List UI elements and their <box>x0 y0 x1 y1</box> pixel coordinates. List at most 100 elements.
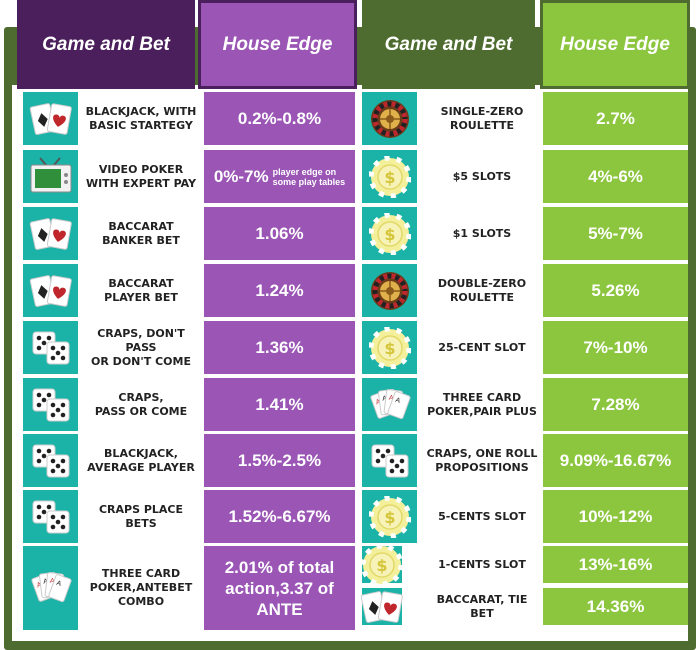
roulette-wheel-icon <box>369 98 411 140</box>
game-icon-box <box>23 378 78 431</box>
house-edge-text: 9.09%-16.67% <box>559 451 672 470</box>
table-row: CRAPS, DON'T PASS OR DON'T COME 1.36% <box>23 321 355 374</box>
game-icon-box <box>23 150 78 203</box>
house-edge-text: 1.52%-6.67% <box>228 507 331 526</box>
svg-text:A: A <box>35 581 42 589</box>
casino-chip-icon: $ <box>368 495 411 538</box>
game-icon-box <box>23 434 78 487</box>
house-edge-text: 7.28% <box>591 395 640 414</box>
table-row: CRAPS PLACE BETS 1.52%-6.67% <box>23 490 355 543</box>
header-left-edge: House Edge <box>198 0 357 89</box>
table-row: BLACKJACK, WITH BASIC STARTEGY 0.2%-0.8% <box>23 92 355 145</box>
roulette-wheel-icon <box>369 270 411 312</box>
svg-text:A: A <box>49 578 55 586</box>
house-edge-text: 5%-7% <box>588 224 643 243</box>
house-edge-value: 14.36% <box>543 588 688 625</box>
game-name: DOUBLE-ZERO ROULETTE <box>437 276 527 304</box>
house-edge-value: 2.01% of total action,3.37 of ANTE <box>204 546 355 630</box>
game-name: CRAPS, DON'T PASS OR DON'T COME <box>91 326 191 368</box>
house-edge-text: 10%-12% <box>578 507 653 526</box>
house-edge-text: 1.06% <box>255 224 304 243</box>
game-name: BLACKJACK, AVERAGE PLAYER <box>87 446 195 474</box>
game-name: THREE CARD POKER,PAIR PLUS <box>427 390 537 418</box>
house-edge-value: 5.26% <box>543 264 688 317</box>
house-edge-value: 1.06% <box>204 207 355 260</box>
house-edge-value: 0.2%-0.8% <box>204 92 355 145</box>
house-edge-text: 1.41% <box>255 395 304 414</box>
house-edge-value: 0%-7% player edge on some play tables <box>204 150 355 203</box>
table-row: SINGLE-ZERO ROULETTE 2.7% <box>362 92 688 145</box>
header-right-edge: House Edge <box>540 0 690 89</box>
playing-cards-icon <box>29 214 73 254</box>
house-edge-value: 1.36% <box>204 321 355 374</box>
dice-icon <box>29 497 73 537</box>
svg-text:$: $ <box>384 339 395 358</box>
house-edge-text: 0%-7% <box>213 167 269 186</box>
house-edge-text: 1.24% <box>255 281 304 300</box>
game-name: BACCARAT BANKER BET <box>102 219 180 247</box>
game-icon-box <box>23 321 78 374</box>
game-name: 1-CENTS SLOT <box>438 557 526 571</box>
svg-text:A: A <box>388 394 394 402</box>
game-icon-box: $ <box>361 543 403 586</box>
game-name: 5-CENTS SLOT <box>438 509 526 523</box>
game-icon-box: $ <box>362 150 417 203</box>
game-icon-box: $ <box>362 321 417 374</box>
house-edge-value: 10%-12% <box>543 490 688 543</box>
game-name: CRAPS, PASS OR COME <box>94 390 188 418</box>
game-icon-box <box>362 434 417 487</box>
svg-text:$: $ <box>376 556 387 575</box>
game-icon-box <box>23 92 78 145</box>
playing-cards-icon <box>29 271 73 311</box>
casino-chip-icon: $ <box>361 543 403 586</box>
casino-chip-icon: $ <box>368 212 411 255</box>
game-name: BACCARAT, TIE BET <box>436 592 528 620</box>
dice-icon <box>29 328 73 368</box>
house-edge-value: 1.24% <box>204 264 355 317</box>
header-right-game: Game and Bet <box>362 0 535 89</box>
dice-icon <box>368 441 412 481</box>
house-edge-text: 14.36% <box>586 597 645 616</box>
house-edge-text: 5.26% <box>591 281 640 300</box>
game-icon-box <box>362 264 417 317</box>
table-row: BACCARAT PLAYER BET 1.24% <box>23 264 355 317</box>
game-name: VIDEO POKER WITH EXPERT PAY <box>85 162 197 190</box>
table-row: BACCARAT, TIE BET 14.36% <box>360 587 688 627</box>
table-row: VIDEO POKER WITH EXPERT PAY 0%-7% player e… <box>23 150 355 203</box>
game-icon-box <box>23 264 78 317</box>
game-name: THREE CARD POKER,ANTEBET COMBO <box>89 567 193 608</box>
svg-text:$: $ <box>384 168 395 187</box>
game-name: 25-CENT SLOT <box>438 340 526 354</box>
game-name: CRAPS PLACE BETS <box>98 502 184 530</box>
game-name: SINGLE-ZERO ROULETTE <box>440 104 524 132</box>
house-edge-value: 7.28% <box>543 378 688 431</box>
table-row: BACCARAT BANKER BET 1.06% <box>23 207 355 260</box>
house-edge-value: 1.41% <box>204 378 355 431</box>
svg-text:A: A <box>55 580 62 588</box>
playing-cards-icon <box>29 99 73 139</box>
game-icon-box: $ <box>362 207 417 260</box>
table-row: $ $5 SLOTS 4%-6% <box>362 150 688 203</box>
house-edge-text: 7%-10% <box>583 338 648 357</box>
svg-text:$: $ <box>384 508 395 527</box>
tv-icon <box>28 156 74 197</box>
house-edge-value: 5%-7% <box>543 207 688 260</box>
game-name: $1 SLOTS <box>452 226 512 240</box>
table-row: A A A A THREE CARD POKER,ANTEBET COMBO 2.01% … <box>23 546 355 630</box>
table-row: CRAPS, ONE ROLL PROPOSITIONS 9.09%-16.67% <box>362 434 688 487</box>
table-row: $ $1 SLOTS 5%-7% <box>362 207 688 260</box>
playing-cards-icon <box>360 587 404 627</box>
house-edge-value: 2.7% <box>543 92 688 145</box>
game-icon-box <box>23 207 78 260</box>
dice-icon <box>29 441 73 481</box>
house-edge-text: 1.5%-2.5% <box>237 451 322 470</box>
table-row: $1-CENTS SLOT 13%-16% <box>361 543 688 586</box>
house-edge-text: 0.2%-0.8% <box>237 109 322 128</box>
game-name: $5 SLOTS <box>452 169 512 183</box>
svg-text:A: A <box>381 395 387 403</box>
house-edge-value: 1.5%-2.5% <box>204 434 355 487</box>
